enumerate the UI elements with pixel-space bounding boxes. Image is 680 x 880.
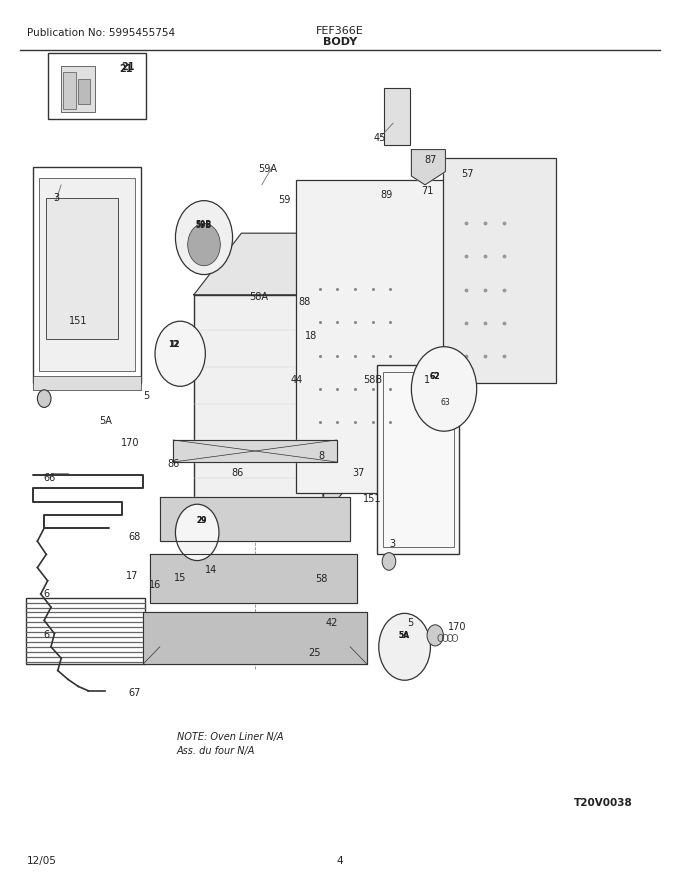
- Text: 170: 170: [121, 437, 140, 448]
- FancyBboxPatch shape: [61, 66, 95, 112]
- Circle shape: [155, 321, 205, 386]
- Text: 5: 5: [143, 391, 150, 401]
- Circle shape: [379, 613, 430, 680]
- Text: 62: 62: [430, 372, 441, 381]
- Text: Publication No: 5995455754: Publication No: 5995455754: [27, 28, 175, 39]
- Polygon shape: [160, 497, 350, 541]
- Polygon shape: [150, 554, 357, 603]
- Text: 42: 42: [326, 618, 338, 628]
- Text: 4: 4: [337, 855, 343, 866]
- FancyBboxPatch shape: [377, 365, 459, 554]
- Text: 45: 45: [373, 133, 386, 143]
- Text: 86: 86: [232, 467, 244, 478]
- Text: 6: 6: [43, 589, 50, 599]
- Text: 37: 37: [352, 467, 364, 478]
- Text: 3: 3: [389, 539, 396, 549]
- Text: 16: 16: [149, 580, 161, 590]
- Text: Ass. du four N/A: Ass. du four N/A: [177, 745, 255, 756]
- Text: 63: 63: [441, 398, 450, 407]
- Text: 3: 3: [53, 193, 60, 203]
- Circle shape: [427, 625, 443, 646]
- FancyBboxPatch shape: [78, 79, 90, 104]
- FancyBboxPatch shape: [443, 158, 556, 383]
- Text: 68: 68: [129, 532, 141, 542]
- Text: 14: 14: [205, 565, 217, 576]
- Text: 59B: 59B: [196, 220, 212, 229]
- Circle shape: [37, 390, 51, 407]
- Circle shape: [175, 504, 219, 561]
- Polygon shape: [323, 233, 371, 515]
- FancyBboxPatch shape: [430, 381, 454, 400]
- Text: T20V0038: T20V0038: [574, 797, 632, 808]
- Text: 12: 12: [168, 341, 179, 349]
- Text: 59A: 59A: [258, 164, 277, 174]
- FancyBboxPatch shape: [189, 522, 204, 543]
- Circle shape: [188, 224, 220, 266]
- FancyBboxPatch shape: [194, 295, 323, 515]
- FancyBboxPatch shape: [39, 178, 135, 371]
- Text: 29: 29: [196, 517, 207, 525]
- Circle shape: [411, 347, 477, 431]
- Circle shape: [175, 201, 233, 275]
- Text: 17: 17: [126, 571, 139, 582]
- Text: 62: 62: [430, 372, 441, 381]
- Text: 15: 15: [174, 573, 186, 583]
- Text: 170: 170: [447, 621, 466, 632]
- Text: 66: 66: [44, 473, 56, 483]
- Text: 21: 21: [119, 63, 133, 74]
- Text: BODY: BODY: [323, 37, 357, 48]
- Text: 151: 151: [69, 316, 88, 326]
- FancyBboxPatch shape: [46, 198, 118, 339]
- Text: 44: 44: [291, 375, 303, 385]
- Text: 5: 5: [407, 618, 413, 628]
- Text: 151: 151: [363, 494, 382, 504]
- FancyBboxPatch shape: [33, 376, 141, 390]
- Text: 1: 1: [424, 375, 430, 385]
- Text: FEF366E: FEF366E: [316, 26, 364, 36]
- Polygon shape: [411, 150, 445, 185]
- Text: 57: 57: [462, 169, 474, 180]
- Polygon shape: [173, 440, 337, 462]
- Text: 58A: 58A: [249, 291, 268, 302]
- Text: 12: 12: [169, 341, 180, 349]
- Text: 6: 6: [43, 630, 50, 641]
- Text: 59B: 59B: [196, 221, 212, 230]
- FancyBboxPatch shape: [296, 180, 445, 493]
- Text: 5A: 5A: [99, 415, 112, 426]
- Polygon shape: [194, 233, 371, 295]
- Text: 86: 86: [167, 458, 180, 469]
- Text: 5A: 5A: [398, 631, 409, 640]
- Text: NOTE: Oven Liner N/A: NOTE: Oven Liner N/A: [177, 732, 284, 743]
- Polygon shape: [143, 612, 367, 664]
- Text: 58: 58: [315, 574, 327, 584]
- Text: 59: 59: [278, 194, 290, 205]
- FancyBboxPatch shape: [63, 72, 76, 109]
- Text: 71: 71: [421, 186, 433, 196]
- Text: 88: 88: [299, 297, 311, 307]
- Text: 87: 87: [424, 155, 437, 165]
- Text: 67: 67: [129, 687, 141, 698]
- Text: 58B: 58B: [363, 375, 382, 385]
- Text: 25: 25: [309, 648, 321, 658]
- FancyBboxPatch shape: [384, 88, 410, 145]
- Text: 21: 21: [121, 62, 135, 72]
- Text: 12/05: 12/05: [27, 855, 57, 866]
- Text: 5A: 5A: [398, 631, 409, 640]
- Text: 29: 29: [196, 517, 207, 525]
- Text: 89: 89: [380, 190, 392, 201]
- Text: 18: 18: [305, 331, 318, 341]
- FancyBboxPatch shape: [396, 639, 413, 656]
- Circle shape: [382, 553, 396, 570]
- Text: 8: 8: [318, 451, 324, 461]
